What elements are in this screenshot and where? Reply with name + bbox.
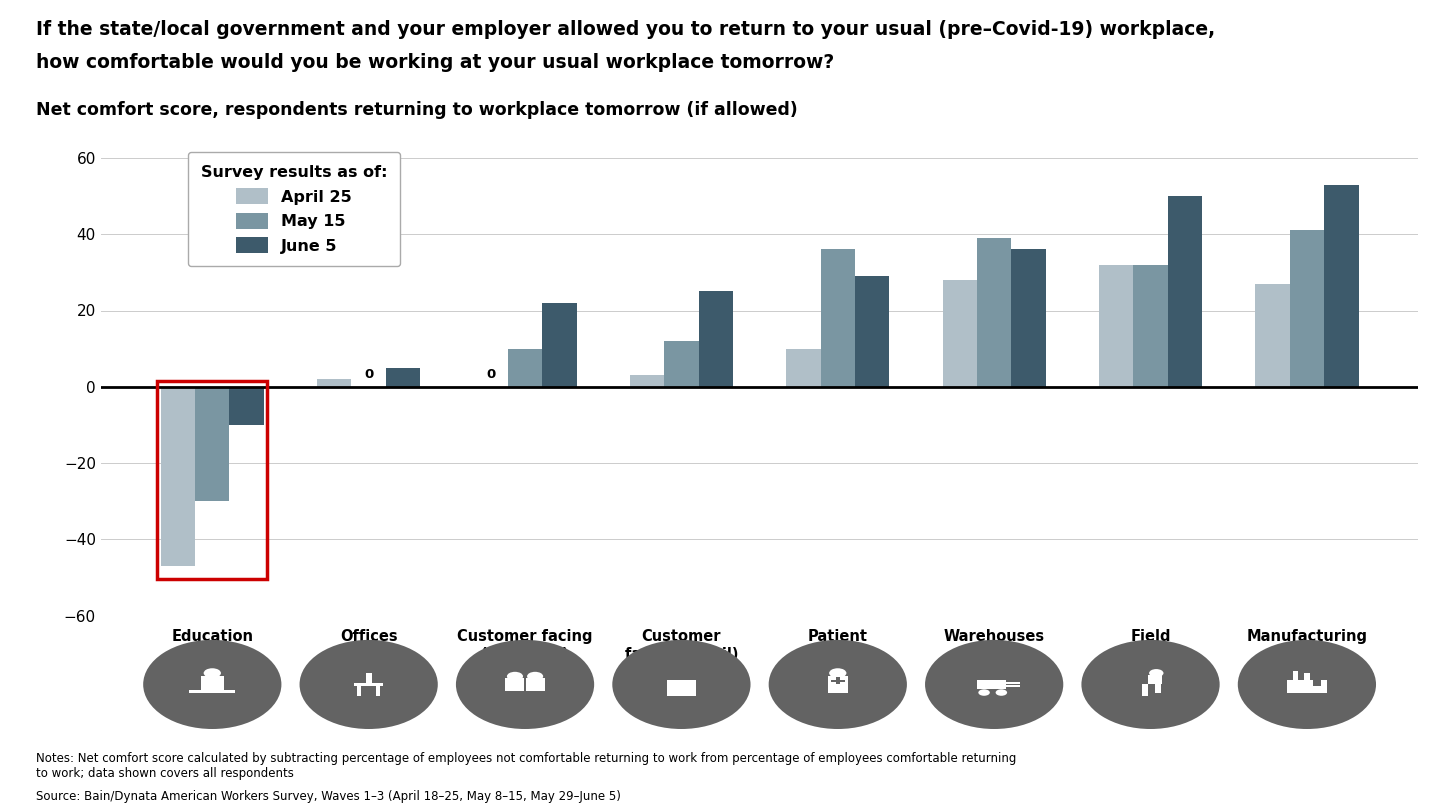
Bar (664, 341, 698, 387)
Bar (1099, 265, 1133, 387)
Bar (1290, 230, 1325, 387)
Text: 0: 0 (364, 368, 373, 381)
Bar (1168, 196, 1202, 387)
Legend: April 25, May 15, June 5: April 25, May 15, June 5 (187, 152, 400, 266)
Bar (976, 238, 1011, 387)
Text: 0: 0 (487, 368, 495, 381)
Bar (543, 303, 576, 387)
Bar (943, 280, 976, 387)
Bar (786, 348, 821, 387)
Bar (1011, 249, 1045, 387)
Bar (821, 249, 855, 387)
Bar (229, 387, 264, 425)
Bar (317, 379, 351, 387)
Text: If the state/local government and your employer allowed you to return to your us: If the state/local government and your e… (36, 20, 1215, 39)
Bar (1133, 265, 1168, 387)
Bar (157, 381, 268, 579)
Bar (629, 375, 664, 387)
Bar (698, 292, 733, 387)
Bar (855, 276, 890, 387)
Bar (1256, 284, 1290, 387)
Text: Net comfort score, respondents returning to workplace tomorrow (if allowed): Net comfort score, respondents returning… (36, 101, 798, 119)
Text: Notes: Net comfort score calculated by subtracting percentage of employees not c: Notes: Net comfort score calculated by s… (36, 752, 1017, 780)
Text: Source: Bain/Dynata American Workers Survey, Waves 1–3 (April 18–25, May 8–15, M: Source: Bain/Dynata American Workers Sur… (36, 790, 621, 803)
Bar (386, 368, 420, 387)
Bar (508, 348, 543, 387)
Bar (1325, 185, 1358, 387)
Bar (194, 387, 229, 501)
Bar (161, 387, 194, 566)
Text: how comfortable would you be working at your usual workplace tomorrow?: how comfortable would you be working at … (36, 53, 834, 71)
